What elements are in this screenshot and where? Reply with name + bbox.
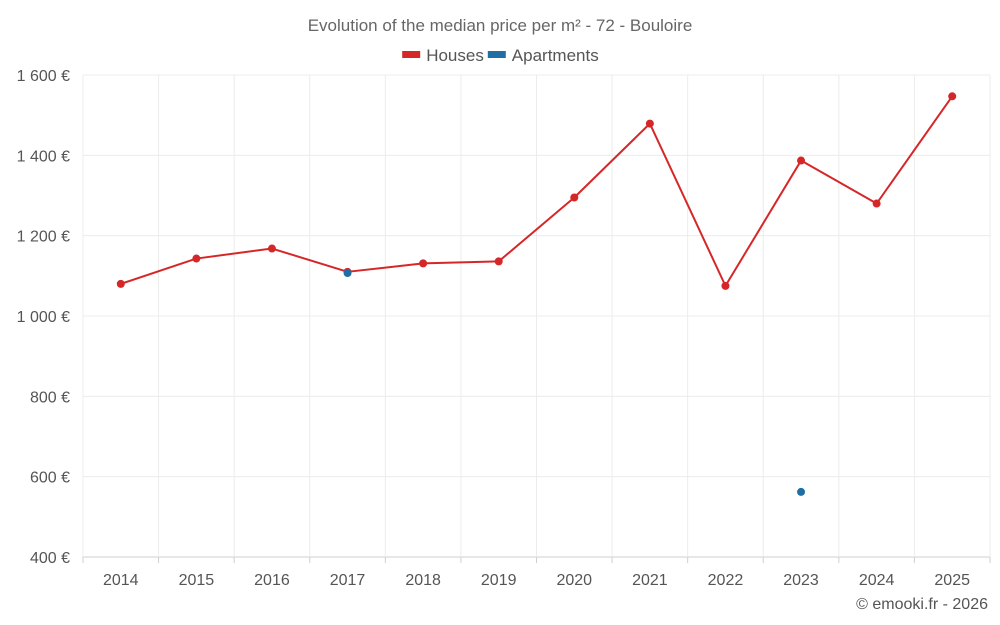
data-point <box>721 281 730 290</box>
series-apartments <box>343 269 806 496</box>
chart-title: Evolution of the median price per m² - 7… <box>308 16 693 35</box>
x-tick-label: 2020 <box>556 572 592 589</box>
y-tick-label: 1 600 € <box>17 68 70 85</box>
data-point <box>797 487 806 496</box>
legend-item-apartments: Apartments <box>487 46 599 65</box>
x-tick-label: 2017 <box>330 572 366 589</box>
y-tick-label: 1 000 € <box>17 309 70 326</box>
data-point <box>116 279 125 288</box>
y-tick-label: 600 € <box>30 470 70 487</box>
data-point <box>419 259 428 268</box>
series-layer <box>116 92 957 496</box>
x-tick-label: 2015 <box>179 572 215 589</box>
x-tick-label: 2014 <box>103 572 139 589</box>
x-tick-label: 2016 <box>254 572 290 589</box>
data-point <box>267 244 276 253</box>
y-tick-label: 1 200 € <box>17 229 70 246</box>
data-point <box>797 156 806 165</box>
data-point <box>948 92 957 101</box>
legend: Houses Apartments <box>402 46 599 65</box>
x-tick-label: 2025 <box>934 572 970 589</box>
x-tick-label: 2021 <box>632 572 668 589</box>
y-tick-label: 800 € <box>30 389 70 406</box>
data-point <box>192 254 201 263</box>
x-tick-label: 2024 <box>859 572 895 589</box>
x-tick-label: 2023 <box>783 572 819 589</box>
series-line <box>120 95 954 287</box>
legend-item-houses: Houses <box>402 46 484 65</box>
x-axis: 2014 2015 2016 2017 2018 2019 2020 2021 2022 2023… <box>103 572 970 589</box>
y-tick-label: 1 400 € <box>17 148 70 165</box>
data-point <box>570 193 579 202</box>
data-point <box>343 269 352 278</box>
x-tick-label: 2022 <box>708 572 744 589</box>
data-point <box>645 119 654 128</box>
data-point <box>872 199 881 208</box>
x-tick-label: 2018 <box>405 572 441 589</box>
legend-label: Apartments <box>512 46 599 65</box>
grid <box>82 74 991 563</box>
credit-text: © emooki.fr - 2026 <box>856 596 988 613</box>
legend-swatch <box>402 51 421 58</box>
data-point <box>494 257 503 266</box>
x-tick-label: 2019 <box>481 572 517 589</box>
series-houses <box>116 92 957 290</box>
legend-label: Houses <box>426 46 484 65</box>
y-tick-label: 400 € <box>30 550 70 567</box>
y-axis: 400 € 600 € 800 € 1 000 € 1 200 € 1 400 € 1 60… <box>17 68 70 567</box>
legend-swatch <box>487 51 506 58</box>
